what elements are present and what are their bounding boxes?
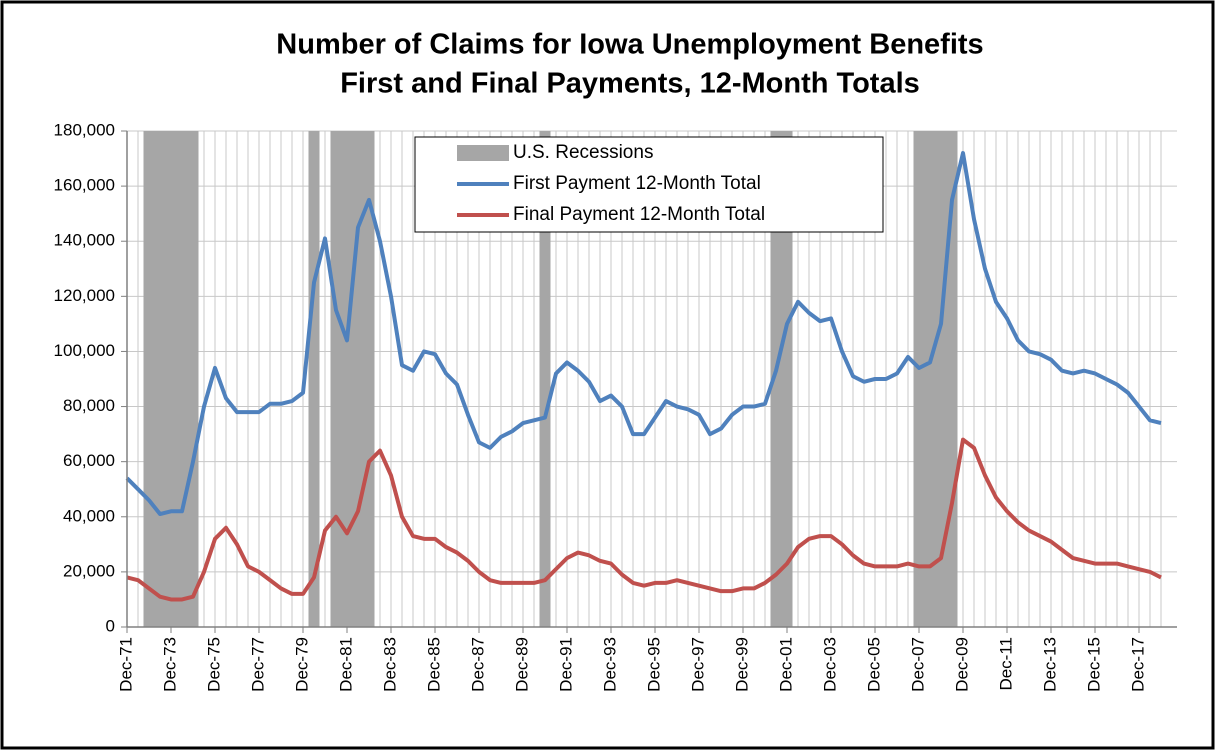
x-tick-label: Dec-89: [512, 637, 531, 692]
recession-band: [363, 131, 375, 627]
y-tick-label: 40,000: [63, 506, 115, 525]
y-tick-label: 20,000: [63, 561, 115, 580]
legend-label: U.S. Recessions: [513, 142, 653, 163]
y-tick-label: 80,000: [63, 396, 115, 415]
recession-band: [176, 131, 188, 627]
x-tick-label: Dec-75: [204, 637, 223, 692]
x-tick-label: Dec-91: [556, 637, 575, 692]
y-tick-label: 120,000: [54, 286, 115, 305]
recession-band: [143, 131, 155, 627]
x-tick-label: Dec-85: [424, 637, 443, 692]
x-tick-label: Dec-01: [776, 637, 795, 692]
y-tick-label: 140,000: [54, 231, 115, 250]
legend-label: Final Payment 12-Month Total: [513, 204, 765, 225]
recession-band: [308, 131, 320, 627]
x-tick-label: Dec-15: [1084, 637, 1103, 692]
recession-band: [924, 131, 936, 627]
legend-label: First Payment 12-Month Total: [513, 173, 761, 194]
recession-band: [330, 131, 342, 627]
recession-band: [341, 131, 353, 627]
x-tick-label: Dec-07: [908, 637, 927, 692]
x-tick-label: Dec-83: [380, 637, 399, 692]
x-tick-label: Dec-03: [820, 637, 839, 692]
x-tick-label: Dec-71: [116, 637, 135, 692]
recession-band: [946, 131, 958, 627]
legend-swatch: [457, 145, 509, 161]
chart-subtitle: First and Final Payments, 12-Month Total…: [340, 68, 920, 100]
recession-band: [352, 131, 364, 627]
y-tick-label: 160,000: [54, 176, 115, 195]
x-tick-label: Dec-95: [644, 637, 663, 692]
chart-title: Number of Claims for Iowa Unemployment B…: [276, 29, 983, 61]
x-tick-label: Dec-97: [688, 637, 707, 692]
y-tick-label: 0: [106, 616, 115, 635]
x-tick-label: Dec-73: [160, 637, 179, 692]
x-tick-label: Dec-09: [952, 637, 971, 692]
x-tick-label: Dec-77: [248, 637, 267, 692]
series-line: [126, 437, 1162, 602]
y-tick-label: 180,000: [54, 120, 115, 139]
recession-band: [770, 131, 782, 627]
series-line: [125, 151, 1162, 517]
recession-band: [539, 131, 551, 627]
x-tick-label: Dec-13: [1040, 637, 1059, 692]
x-tick-label: Dec-17: [1128, 637, 1147, 692]
recession-band: [187, 131, 199, 627]
recession-band: [913, 131, 925, 627]
recession-band: [165, 131, 177, 627]
recession-band: [781, 131, 793, 627]
x-tick-label: Dec-99: [732, 637, 751, 692]
x-tick-label: Dec-79: [292, 637, 311, 692]
x-tick-label: Dec-05: [864, 637, 883, 692]
x-tick-label: Dec-87: [468, 637, 487, 692]
recession-band: [154, 131, 166, 627]
y-tick-label: 100,000: [54, 341, 115, 360]
x-tick-label: Dec-11: [996, 637, 1015, 691]
y-tick-label: 60,000: [63, 451, 115, 470]
x-tick-label: Dec-93: [600, 637, 619, 692]
x-tick-label: Dec-81: [336, 637, 355, 692]
recession-band: [935, 131, 947, 627]
